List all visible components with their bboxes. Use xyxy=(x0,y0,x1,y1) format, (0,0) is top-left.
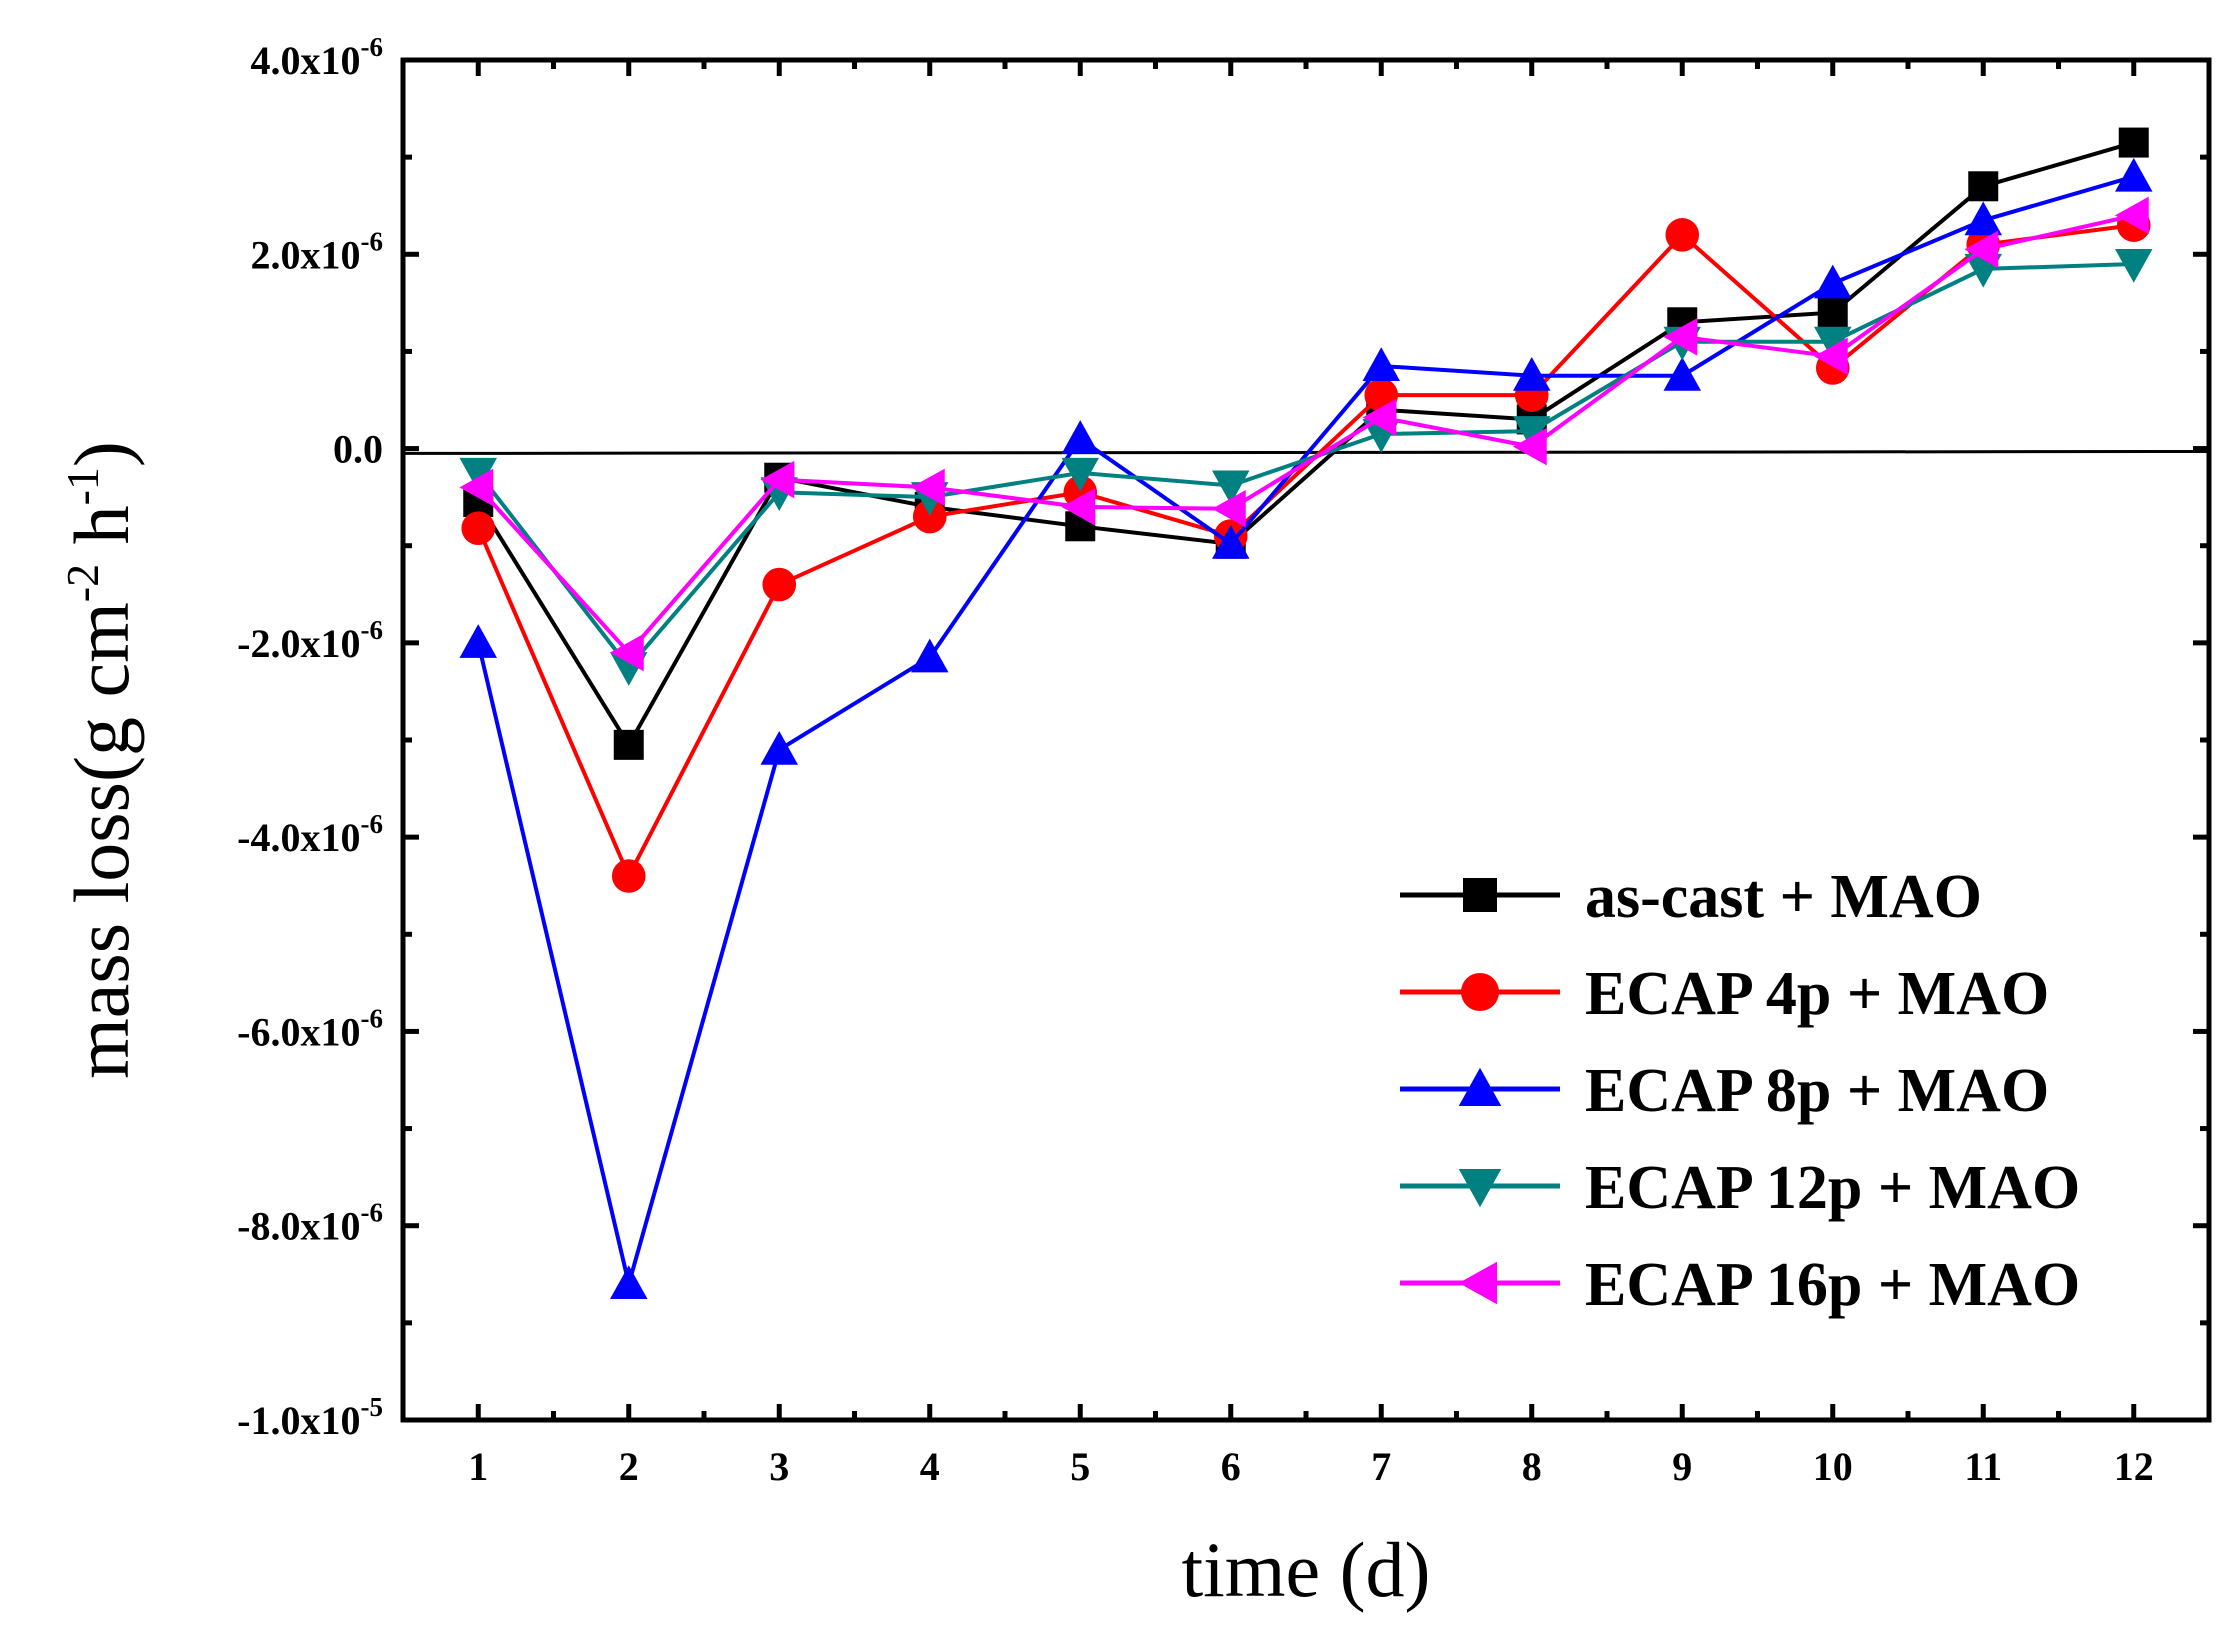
data-point xyxy=(1663,356,1701,391)
data-point xyxy=(912,499,947,534)
y-tick-label: -4.0x10-6 xyxy=(237,809,383,860)
series-line xyxy=(476,140,2135,749)
legend-item-3: ECAP 8p + MAO xyxy=(1400,1057,2049,1125)
y-axis-title-main: mass loss(g cm xyxy=(58,602,145,1079)
x-tick-label: 9 xyxy=(1672,1444,1692,1489)
legend-marker xyxy=(1460,972,1500,1012)
data-point xyxy=(1665,218,1700,252)
data-point xyxy=(1513,356,1551,391)
legend-marker xyxy=(1458,1261,1497,1305)
data-point xyxy=(611,859,646,893)
data-point xyxy=(2115,249,2153,283)
legend-label: as-cast + MAO xyxy=(1585,863,1982,931)
x-tick-label: 11 xyxy=(1964,1444,2002,1489)
y-tick-label: -1.0x10-5 xyxy=(237,1392,383,1443)
data-point xyxy=(1362,398,1397,437)
x-tick-label: 1 xyxy=(468,1444,488,1489)
y-tick-label: 0.0 xyxy=(333,427,383,472)
x-tick-label: 5 xyxy=(1070,1444,1090,1489)
series-line xyxy=(476,262,2134,671)
series-layer xyxy=(459,127,2153,1299)
ticks-layer xyxy=(400,57,2209,1423)
x-tick-label: 3 xyxy=(769,1444,789,1489)
data-point xyxy=(613,729,644,760)
y-tick-label: 4.0x10-6 xyxy=(251,32,384,83)
y-tick-label: -6.0x10-6 xyxy=(237,1003,383,1054)
legend: as-cast + MAO ECAP 4p + MAO ECAP 8p + MAO E… xyxy=(1400,863,2080,1319)
data-point xyxy=(2115,157,2153,192)
y-tick-label: -8.0x10-6 xyxy=(237,1198,383,1249)
data-point xyxy=(1814,264,1852,299)
data-point xyxy=(610,633,644,672)
legend-item-5: ECAP 16p + MAO xyxy=(1400,1251,2080,1319)
legend-label: ECAP 8p + MAO xyxy=(1585,1057,2049,1125)
y-tick-labels: 4.0x10-6 2.0x10-6 0.0 -2.0x10-6 -4.0x10-6 -6.… xyxy=(237,32,383,1443)
x-tick-label: 4 xyxy=(920,1444,940,1489)
series-1 xyxy=(463,127,2149,760)
data-point xyxy=(1061,420,1099,454)
x-tick-label: 10 xyxy=(1813,1444,1853,1489)
data-point xyxy=(760,460,795,499)
legend-item-1: as-cast + MAO xyxy=(1400,863,1982,931)
data-point xyxy=(1814,337,1848,376)
series-line xyxy=(476,174,2135,1285)
data-point xyxy=(760,730,798,765)
data-point xyxy=(2115,196,2149,235)
x-tick-label: 7 xyxy=(1371,1444,1391,1489)
data-point xyxy=(2118,127,2149,158)
x-tick-labels: 1 2 3 4 5 6 7 8 9 10 11 12 xyxy=(468,1444,2154,1489)
data-point xyxy=(1212,525,1250,559)
legend-label: ECAP 16p + MAO xyxy=(1585,1251,2080,1319)
data-point xyxy=(459,468,494,507)
legend-item-2: ECAP 4p + MAO xyxy=(1400,960,2049,1028)
series-3 xyxy=(459,157,2153,1299)
x-tick-label: 8 xyxy=(1522,1444,1542,1489)
data-point xyxy=(1814,326,1852,361)
y-axis-title-exp-h: -1 xyxy=(57,467,108,505)
data-point xyxy=(459,624,497,658)
data-point xyxy=(1061,457,1099,492)
legend-item-4: ECAP 12p + MAO xyxy=(1400,1154,2080,1222)
series-line xyxy=(476,213,2135,656)
data-point xyxy=(1817,297,1848,328)
y-axis-title-close: ) xyxy=(58,441,145,467)
data-point xyxy=(1513,427,1547,466)
data-point xyxy=(1061,488,1096,526)
data-point xyxy=(1663,318,1698,356)
x-tick-label: 2 xyxy=(619,1444,639,1489)
x-tick-label: 12 xyxy=(2114,1444,2154,1489)
legend-label: ECAP 12p + MAO xyxy=(1585,1154,2080,1222)
data-point xyxy=(1968,171,1999,202)
series-line xyxy=(476,223,2135,881)
legend-marker xyxy=(1458,1169,1502,1208)
legend-label: ECAP 4p + MAO xyxy=(1585,960,2049,1028)
data-point xyxy=(1513,416,1551,450)
data-point xyxy=(459,457,497,492)
legend-marker xyxy=(1458,1067,1502,1106)
y-tick-label: -2.0x10-6 xyxy=(237,615,383,666)
data-point xyxy=(1964,230,1999,269)
legend-marker xyxy=(1463,878,1497,912)
y-axis-title: mass loss(g cm-2 h-1) xyxy=(57,441,145,1079)
data-point xyxy=(1964,201,2002,236)
y-axis-title-h: h xyxy=(58,505,145,564)
data-point xyxy=(1362,347,1400,381)
data-point xyxy=(610,1265,648,1299)
data-point xyxy=(1212,470,1250,505)
data-point xyxy=(762,567,797,602)
data-point xyxy=(461,511,496,546)
x-tick-label: 6 xyxy=(1221,1444,1241,1489)
y-tick-label: 2.0x10-6 xyxy=(251,226,384,277)
data-point xyxy=(911,468,945,507)
y-axis-title-exp-cm: -2 xyxy=(57,564,108,602)
x-axis-title: time (d) xyxy=(1181,1526,1430,1613)
series-5 xyxy=(459,196,2149,672)
data-point xyxy=(1212,490,1246,528)
data-point xyxy=(911,638,949,673)
